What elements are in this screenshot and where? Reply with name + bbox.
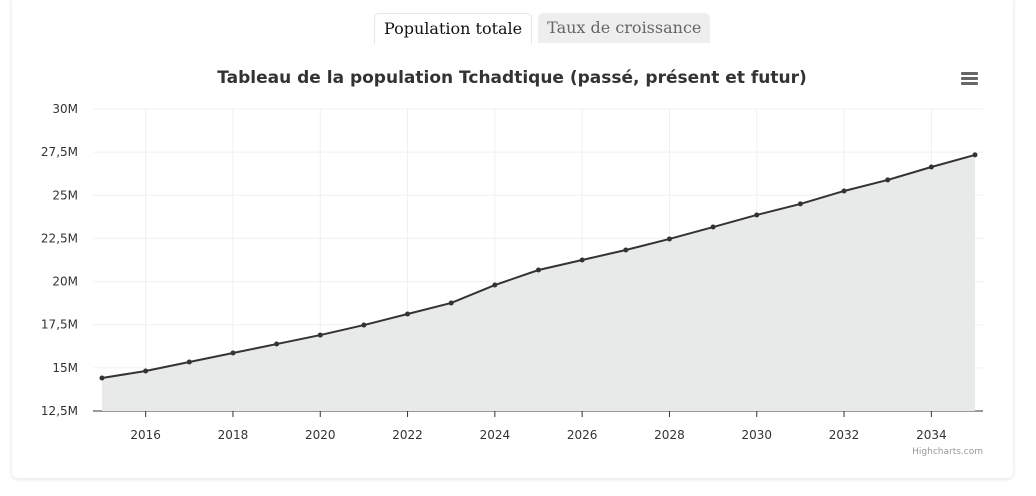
data-point bbox=[230, 350, 236, 356]
data-point bbox=[841, 188, 847, 194]
x-tick-label: 2024 bbox=[480, 428, 511, 442]
data-point bbox=[666, 236, 672, 242]
x-tick-label: 2020 bbox=[305, 428, 336, 442]
x-tick-label: 2016 bbox=[130, 428, 161, 442]
x-tick-label: 2034 bbox=[916, 428, 947, 442]
y-tick-label: 25M bbox=[52, 188, 78, 202]
data-point bbox=[361, 322, 367, 328]
area-fill bbox=[102, 154, 975, 412]
x-tick-label: 2028 bbox=[654, 428, 685, 442]
data-point bbox=[797, 201, 803, 207]
data-point bbox=[317, 332, 323, 338]
highcharts-credit[interactable]: Highcharts.com bbox=[912, 447, 983, 457]
data-point bbox=[448, 300, 454, 306]
data-point bbox=[885, 177, 891, 183]
data-point bbox=[99, 375, 105, 381]
data-point bbox=[143, 368, 149, 374]
y-tick-label: 27,5M bbox=[41, 145, 78, 159]
tab-population-totale[interactable]: Population totale bbox=[374, 13, 533, 44]
data-point bbox=[972, 152, 978, 158]
data-point bbox=[754, 212, 760, 218]
hamburger-menu-icon[interactable] bbox=[961, 72, 978, 85]
y-tick-label: 15M bbox=[52, 361, 78, 375]
data-point bbox=[928, 164, 934, 170]
x-tick-label: 2026 bbox=[567, 428, 598, 442]
data-point bbox=[186, 359, 192, 365]
y-tick-label: 12,5M bbox=[41, 404, 78, 418]
tab-taux-de-croissance[interactable]: Taux de croissance bbox=[538, 13, 711, 43]
y-tick-label: 30M bbox=[52, 102, 78, 116]
data-point bbox=[405, 311, 411, 317]
x-tick-label: 2030 bbox=[741, 428, 772, 442]
y-tick-label: 22,5M bbox=[41, 231, 78, 245]
data-point bbox=[274, 341, 280, 347]
y-tick-label: 20M bbox=[52, 275, 78, 289]
data-point bbox=[536, 267, 541, 273]
y-tick-label: 17,5M bbox=[41, 318, 78, 332]
x-tick-label: 2022 bbox=[392, 428, 423, 442]
tab-bar: Population totale Taux de croissance bbox=[374, 13, 711, 44]
x-tick-label: 2018 bbox=[218, 428, 249, 442]
data-point bbox=[492, 282, 498, 288]
chart-title: Tableau de la population Tchadtique (pas… bbox=[217, 68, 807, 88]
data-point bbox=[623, 247, 629, 253]
x-tick-label: 2032 bbox=[829, 428, 860, 442]
data-point bbox=[710, 224, 716, 230]
data-point bbox=[579, 257, 585, 263]
